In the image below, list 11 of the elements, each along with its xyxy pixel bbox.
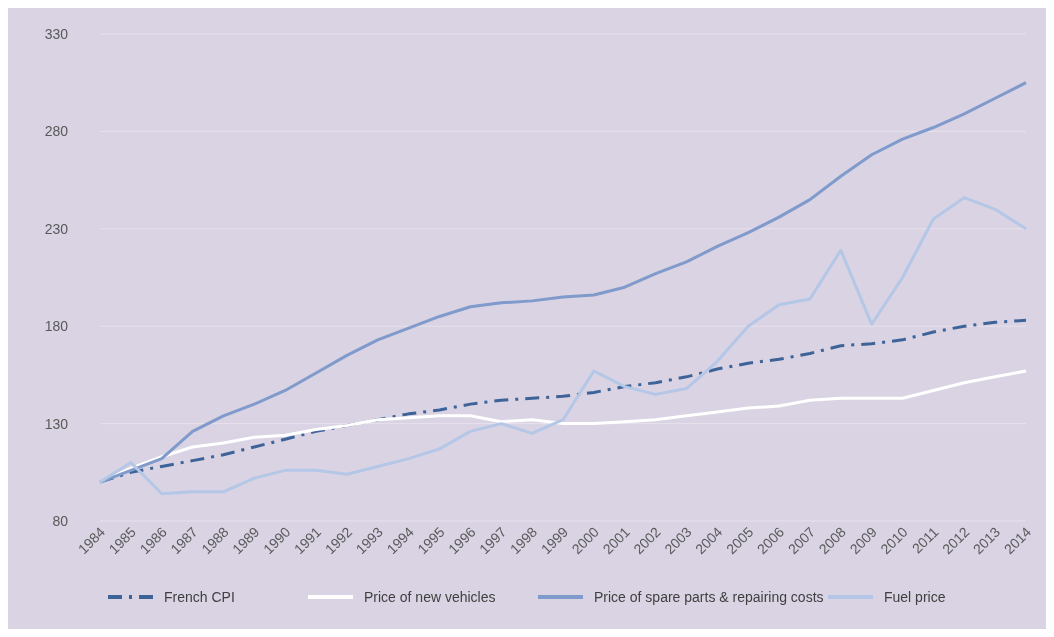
y-tick-label: 230: [44, 220, 69, 237]
legend-label: Fuel price: [884, 588, 946, 605]
y-tick-label: 80: [52, 512, 69, 529]
y-tick-label: 280: [44, 123, 69, 140]
y-tick-label: 180: [44, 318, 69, 335]
y-tick-label: 330: [44, 25, 69, 42]
y-tick-label: 130: [44, 415, 69, 432]
legend-label: French CPI: [164, 588, 235, 605]
legend-label: Price of new vehicles: [364, 588, 496, 605]
legend-label: Price of spare parts & repairing costs: [594, 588, 824, 605]
line-series: [98, 196, 1028, 496]
